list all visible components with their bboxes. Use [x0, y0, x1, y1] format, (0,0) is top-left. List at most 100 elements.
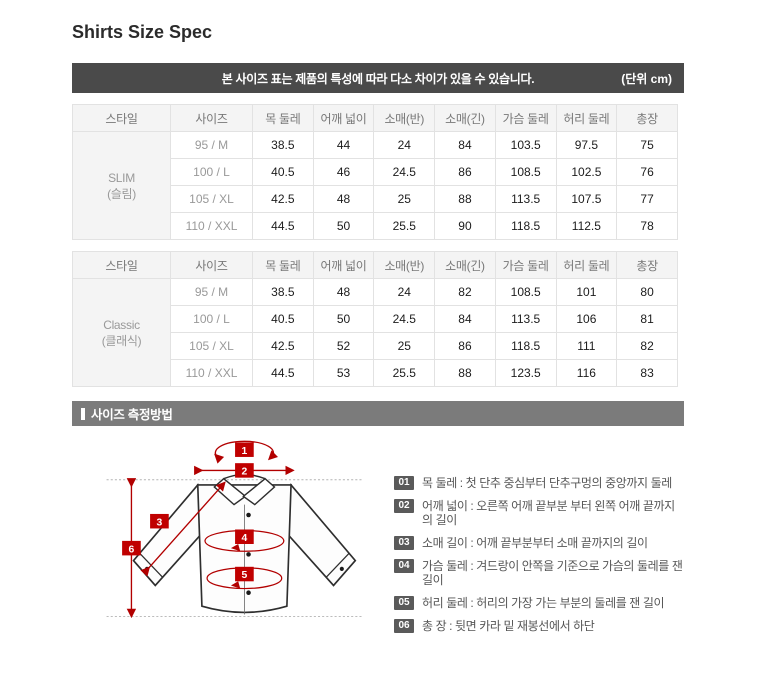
measure-section-body: 1 2 3 4 5 6 01 [72, 430, 684, 663]
label-box-1 [235, 442, 254, 457]
table-cell: 80 [616, 278, 678, 306]
list-item: 01 목 둘레 : 첫 단추 중심부터 단추구멍의 중앙까지 둘레 [394, 476, 684, 490]
col-header: 스타일 [72, 104, 171, 132]
placket-button [246, 590, 251, 595]
list-item: 03 소매 길이 : 어깨 끝부분부터 소매 끝까지의 길이 [394, 536, 684, 550]
measure-description: 가슴 둘레 : 겨드랑이 안쪽을 기준으로 가슴의 둘레를 잰 길이 [422, 559, 683, 587]
right-cuff-button [339, 566, 344, 571]
measure-description: 총 장 : 뒷면 카라 밑 재봉선에서 하단 [422, 619, 595, 633]
size-cell: 100 / L [170, 305, 253, 333]
table-row: 110 / XXL 44.5 50 25.5 90 118.5 112.5 78 [73, 212, 678, 240]
table-cell: 42.5 [252, 332, 314, 360]
label-box-6 [122, 540, 141, 556]
label-box-2 [235, 463, 254, 478]
table-row: 110 / XXL 44.5 53 25.5 88 123.5 116 83 [73, 359, 678, 387]
shirt-measurement-diagram: 1 2 3 4 5 6 [92, 430, 384, 663]
style-cell: SLIM (슬림) [72, 131, 171, 240]
waist-arrowhead [230, 581, 241, 589]
table-cell: 107.5 [555, 185, 618, 213]
col-header: 허리 둘레 [555, 104, 618, 132]
col-header: 스타일 [72, 251, 171, 279]
table-cell: 52 [312, 332, 375, 360]
measure-section-header: 사이즈 측정방법 [72, 401, 684, 426]
table-cell: 24 [373, 278, 436, 306]
section-marker [81, 407, 85, 420]
col-header: 소매(반) [373, 251, 436, 279]
list-item: 05 허리 둘레 : 허리의 가장 가는 부분의 둘레를 잰 길이 [394, 596, 684, 610]
number-badge: 02 [394, 499, 414, 513]
label-box-3 [150, 513, 169, 529]
table-cell: 103.5 [494, 131, 557, 159]
content-column: Shirts Size Spec 본 사이즈 표는 제품의 특성에 따라 다소 … [72, 20, 684, 663]
table-header-row: 스타일 사이즈 목 둘레 어깨 넓이 소매(반) 소매(긴) 가슴 둘레 허리 … [72, 104, 678, 132]
diagram-label-3: 3 [157, 517, 163, 528]
table-row: SLIM (슬림) 95 / M 38.5 44 24 84 103.5 97.… [72, 131, 678, 240]
placket-button [246, 512, 251, 518]
table-cell: 48 [312, 185, 375, 213]
col-header: 목 둘레 [252, 251, 314, 279]
size-cell: 110 / XXL [170, 359, 253, 387]
style-name-ko: (클래식) [101, 333, 142, 348]
table-cell: 102.5 [555, 158, 618, 186]
table-row: 105 / XL 42.5 48 25 88 113.5 107.5 77 [73, 185, 678, 213]
size-cell: 105 / XL [170, 185, 253, 213]
label-box-5 [235, 566, 254, 582]
col-header: 사이즈 [170, 251, 253, 279]
col-header: 어깨 넓이 [312, 251, 375, 279]
table-cell: 78 [616, 212, 678, 240]
right-cuff-line [325, 552, 350, 578]
table-cell: 86 [434, 158, 496, 186]
list-item: 04 가슴 둘레 : 겨드랑이 안쪽을 기준으로 가슴의 둘레를 잰 길이 [394, 559, 684, 587]
col-header: 허리 둘레 [555, 251, 618, 279]
number-badge: 04 [394, 559, 414, 573]
shirt-diagram-svg: 1 2 3 4 5 6 [106, 440, 362, 619]
table-cell: 116 [555, 359, 618, 387]
size-cell: 110 / XXL [170, 212, 253, 240]
table-cell: 84 [434, 131, 496, 159]
table-cell: 108.5 [494, 278, 557, 306]
measure-description: 목 둘레 : 첫 단추 중심부터 단추구멍의 중앙까지 둘레 [422, 476, 672, 490]
table-cell: 46 [312, 158, 375, 186]
table-cell: 48 [312, 278, 375, 306]
table-cell: 112.5 [555, 212, 618, 240]
table-cell: 113.5 [494, 305, 557, 333]
col-header: 소매(긴) [434, 104, 496, 132]
measure-description: 허리 둘레 : 허리의 가장 가는 부분의 둘레를 잰 길이 [422, 596, 665, 610]
table-cell: 101 [555, 278, 618, 306]
diagram-label-1: 1 [242, 446, 248, 457]
table-cell: 118.5 [494, 332, 557, 360]
table-cell: 106 [555, 305, 618, 333]
table-cell: 25.5 [373, 359, 436, 387]
table-header-row: 스타일 사이즈 목 둘레 어깨 넓이 소매(반) 소매(긴) 가슴 둘레 허리 … [72, 251, 678, 279]
label-box-4 [235, 529, 254, 544]
table-cell: 84 [434, 305, 496, 333]
table-cell: 24.5 [373, 158, 436, 186]
col-header: 사이즈 [170, 104, 253, 132]
table-cell: 81 [616, 305, 678, 333]
col-header: 총장 [616, 104, 678, 132]
notice-text: 본 사이즈 표는 제품의 특성에 따라 다소 차이가 있을 수 있습니다. [221, 71, 535, 86]
notice-unit: (단위 cm) [621, 71, 672, 86]
sleeve-measure-arrow [140, 481, 226, 577]
table-cell: 113.5 [494, 185, 557, 213]
table-row: Classic (클래식) 95 / M 38.5 48 24 82 108.5… [72, 278, 678, 387]
number-badge: 03 [394, 536, 414, 550]
left-sleeve [132, 483, 210, 587]
col-header: 어깨 넓이 [312, 104, 375, 132]
table-cell: 111 [555, 332, 618, 360]
table-cell: 50 [312, 305, 375, 333]
size-cell: 95 / M [170, 278, 253, 306]
col-header: 소매(반) [373, 104, 436, 132]
style-name-en: SLIM [108, 170, 135, 185]
table-cell: 38.5 [252, 278, 314, 306]
table-cell: 76 [616, 158, 678, 186]
table-cell: 53 [312, 359, 375, 387]
table-cell: 25 [373, 332, 436, 360]
table-cell: 86 [434, 332, 496, 360]
right-sleeve [279, 483, 357, 587]
diagram-label-5: 5 [242, 570, 248, 581]
table-cell: 50 [312, 212, 375, 240]
table-cell: 42.5 [252, 185, 314, 213]
measure-description: 어깨 넓이 : 오른쪽 어깨 끝부분 부터 왼쪽 어깨 끝까지의 길이 [422, 499, 675, 527]
